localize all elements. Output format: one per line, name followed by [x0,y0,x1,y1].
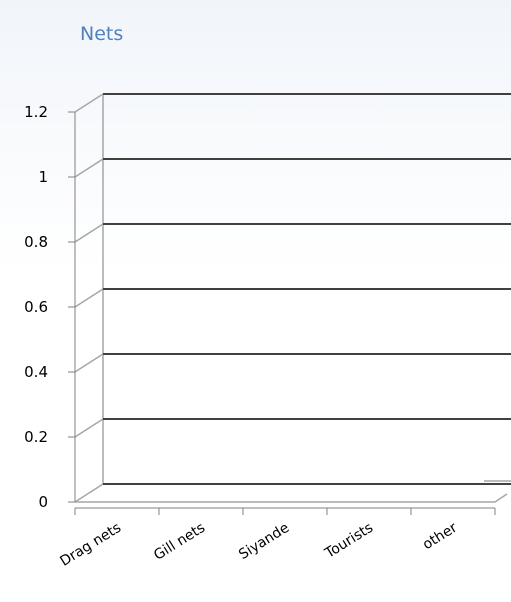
depth-line [74,223,104,243]
y-tick-label: 0.8 [24,233,48,251]
y-tick-label: 0.6 [24,298,48,316]
chart-title: Nets [80,23,123,45]
y-tick-label: 0.4 [24,363,48,381]
y-tick-label: 1.2 [24,103,48,121]
gridlines [103,93,511,485]
depth-line [74,288,104,308]
y-tick-label: 1 [38,168,48,186]
depth-line [74,483,104,503]
y-tick-label: 0 [38,493,48,511]
x-tick-labels: Drag nets Gill nets Siyande Tourists other [57,520,460,570]
depth-walls [74,93,511,503]
depth-line [74,418,104,438]
y-tick-label: 0.2 [24,428,48,446]
x-tick-label: other [420,520,460,553]
depth-line [74,158,104,178]
x-tick-label: Tourists [322,520,377,562]
floor-right-edge [494,493,508,503]
depth-line [74,353,104,373]
x-tick-label: Drag nets [57,520,124,570]
depth-line [74,93,104,113]
x-tick-label: Siyande [236,520,292,563]
x-tick-label: Gill nets [151,520,208,564]
y-tick-labels: 0 0.2 0.4 0.6 0.8 1 1.2 [24,103,48,511]
axes [68,111,496,515]
